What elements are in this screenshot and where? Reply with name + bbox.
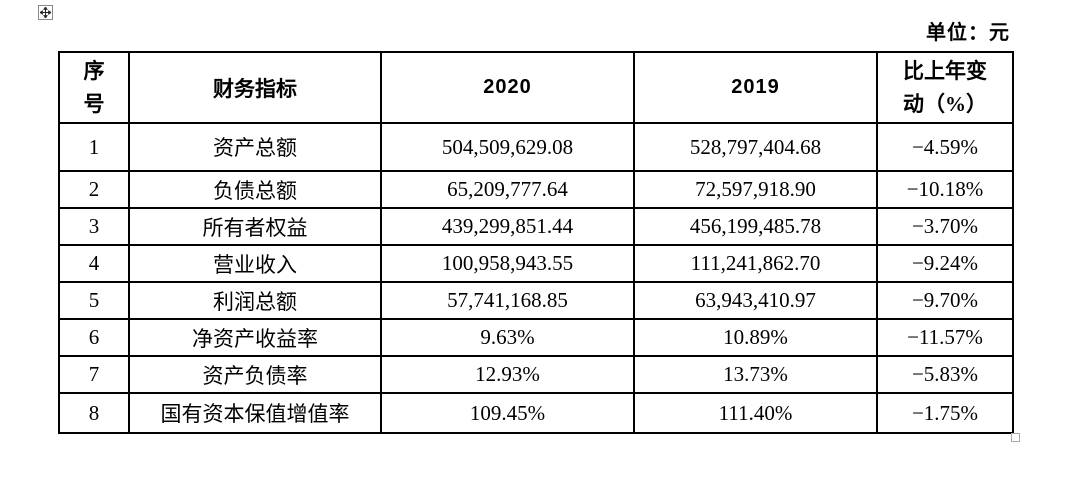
table-move-handle[interactable] — [38, 5, 53, 20]
cell-2019-value: 72,597,918.90 — [633, 170, 878, 209]
col-header-no-line1: 序 — [83, 58, 105, 83]
cell-indicator: 净资产收益率 — [128, 318, 382, 357]
cell-indicator: 所有者权益 — [128, 207, 382, 246]
header-row: 序 号 财务指标 2020 2019 比上年变 动（%） — [58, 51, 1014, 124]
table-row: 5 利润总额 57,741,168.85 63,943,410.97 −9.70… — [58, 281, 1014, 320]
col-header-change-line1: 比上年变 — [903, 58, 987, 83]
move-arrows-icon — [40, 7, 51, 18]
cell-indicator: 国有资本保值增值率 — [128, 392, 382, 434]
col-header-change-line2: 动（%） — [903, 91, 987, 116]
cell-change-value: −9.24% — [876, 244, 1014, 283]
cell-change-value: −3.70% — [876, 207, 1014, 246]
cell-indicator: 资产总额 — [128, 122, 382, 172]
col-header-change: 比上年变 动（%） — [876, 51, 1014, 124]
cell-2019-value: 111,241,862.70 — [633, 244, 878, 283]
col-header-indicator: 财务指标 — [128, 51, 382, 124]
cell-change-value: −1.75% — [876, 392, 1014, 434]
cell-2020-value: 57,741,168.85 — [380, 281, 635, 320]
cell-2020-value: 65,209,777.64 — [380, 170, 635, 209]
cell-2020-value: 9.63% — [380, 318, 635, 357]
cell-change-value: −9.70% — [876, 281, 1014, 320]
col-header-no-line2: 号 — [83, 91, 105, 116]
cell-row-number: 2 — [58, 170, 130, 209]
cell-change-value: −10.18% — [876, 170, 1014, 209]
cell-row-number: 3 — [58, 207, 130, 246]
cell-row-number: 4 — [58, 244, 130, 283]
table-row: 7 资产负债率 12.93% 13.73% −5.83% — [58, 355, 1014, 394]
cell-indicator: 利润总额 — [128, 281, 382, 320]
cell-row-number: 1 — [58, 122, 130, 172]
unit-label: 单位：元 — [926, 22, 1010, 44]
financial-indicators-table: 序 号 财务指标 2020 2019 比上年变 动（%） 1 资产总额 504,… — [58, 51, 1014, 434]
table-row: 1 资产总额 504,509,629.08 528,797,404.68 −4.… — [58, 122, 1014, 172]
cell-indicator: 资产负债率 — [128, 355, 382, 394]
col-header-2020: 2020 — [380, 51, 635, 124]
cell-2020-value: 504,509,629.08 — [380, 122, 635, 172]
cell-2020-value: 439,299,851.44 — [380, 207, 635, 246]
cell-2019-value: 13.73% — [633, 355, 878, 394]
table-row: 4 营业收入 100,958,943.55 111,241,862.70 −9.… — [58, 244, 1014, 283]
cell-indicator: 负债总额 — [128, 170, 382, 209]
cell-2020-value: 109.45% — [380, 392, 635, 434]
cell-change-value: −4.59% — [876, 122, 1014, 172]
cell-row-number: 7 — [58, 355, 130, 394]
cell-2020-value: 12.93% — [380, 355, 635, 394]
cell-2019-value: 10.89% — [633, 318, 878, 357]
cell-row-number: 8 — [58, 392, 130, 434]
cell-2019-value: 111.40% — [633, 392, 878, 434]
table-row: 3 所有者权益 439,299,851.44 456,199,485.78 −3… — [58, 207, 1014, 246]
cell-change-value: −5.83% — [876, 355, 1014, 394]
col-header-2019: 2019 — [633, 51, 878, 124]
col-header-no: 序 号 — [58, 51, 130, 124]
cell-row-number: 5 — [58, 281, 130, 320]
cell-row-number: 6 — [58, 318, 130, 357]
cell-2019-value: 63,943,410.97 — [633, 281, 878, 320]
cell-change-value: −11.57% — [876, 318, 1014, 357]
cell-2019-value: 456,199,485.78 — [633, 207, 878, 246]
table-row: 2 负债总额 65,209,777.64 72,597,918.90 −10.1… — [58, 170, 1014, 209]
table-row: 6 净资产收益率 9.63% 10.89% −11.57% — [58, 318, 1014, 357]
cell-indicator: 营业收入 — [128, 244, 382, 283]
cell-2020-value: 100,958,943.55 — [380, 244, 635, 283]
cell-2019-value: 528,797,404.68 — [633, 122, 878, 172]
table-row: 8 国有资本保值增值率 109.45% 111.40% −1.75% — [58, 392, 1014, 434]
table-resize-handle[interactable] — [1011, 433, 1020, 442]
